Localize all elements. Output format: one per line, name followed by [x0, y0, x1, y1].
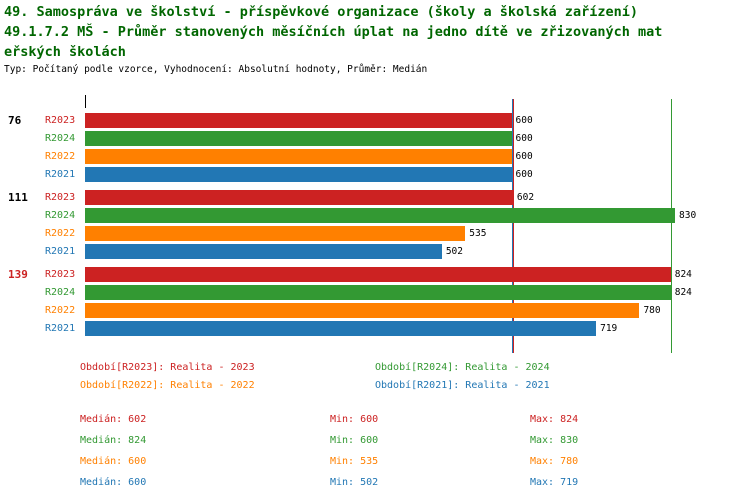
bar-group: 76 R2023 600 R2024 600 R2022 600 R2021 600	[0, 113, 750, 182]
bar-row: 139 R2023 824	[0, 267, 750, 282]
median-line-r2021	[511, 99, 513, 353]
group-label: 139	[8, 268, 28, 281]
series-label: R2024	[45, 210, 76, 221]
bar-row: R2024 830	[0, 208, 750, 223]
chart-title: 49. Samospráva ve školství - příspěvkové…	[4, 2, 662, 62]
bar-r2023	[85, 113, 512, 128]
bar-r2022	[85, 303, 640, 318]
series-label: R2021	[45, 169, 76, 180]
bar-value-label: 600	[515, 169, 533, 180]
bar-r2023	[85, 267, 671, 282]
legend-item: Období[R2024]: Realita - 2024	[375, 362, 550, 373]
bar-row: R2022 600	[0, 149, 750, 164]
title-line-2: 49.1.7.2 MŠ - Průměr stanovených měsíční…	[4, 24, 663, 40]
bar-row: 76 R2023 600	[0, 113, 750, 128]
series-label: R2023	[45, 269, 76, 280]
bar-r2021	[85, 167, 512, 182]
series-label: R2023	[45, 115, 76, 126]
stat-max: Max: 780	[530, 456, 579, 467]
bar-row: R2022 535	[0, 226, 750, 241]
bar-r2024	[85, 208, 675, 223]
stat-max: Max: 719	[530, 477, 579, 488]
bar-row: 111 R2023 602	[0, 190, 750, 205]
median-line-r2023	[512, 99, 514, 353]
bar-group: 111 R2023 602 R2024 830 R2022 535 R2021 502	[0, 190, 750, 259]
stat-min: Min: 600	[330, 435, 379, 446]
stat-median: Medián: 600	[80, 456, 147, 467]
legend: Období[R2023]: Realita - 2023 Období[R202…	[80, 362, 550, 392]
stat-median: Medián: 602	[80, 414, 147, 425]
y-axis-tick	[85, 95, 86, 108]
bar-value-label: 600	[515, 115, 533, 126]
bar-row: R2024 600	[0, 131, 750, 146]
stat-min: Min: 600	[330, 414, 379, 425]
stat-max: Max: 830	[530, 435, 579, 446]
bar-row: R2021 502	[0, 244, 750, 259]
median-lines	[0, 95, 750, 353]
bar-row: R2022 780	[0, 303, 750, 318]
series-label: R2021	[45, 246, 76, 257]
series-label: R2022	[45, 305, 76, 316]
bar-group: 139 R2023 824 R2024 824 R2022 780 R2021 719	[0, 267, 750, 336]
legend-item: Období[R2023]: Realita - 2023	[80, 362, 255, 373]
bar-value-label: 502	[445, 246, 463, 257]
chart-subtitle: Typ: Počítaný podle vzorce, Vyhodnocení:…	[4, 64, 428, 75]
bar-value-label: 830	[679, 210, 697, 221]
series-label: R2022	[45, 228, 76, 239]
stats-table: Medián: 602 Min: 600 Max: 824 Medián: 824 Mi…	[80, 414, 578, 489]
stat-max: Max: 824	[530, 414, 579, 425]
bar-r2024	[85, 285, 671, 300]
bar-value-label: 602	[516, 192, 535, 203]
bar-r2023	[85, 190, 513, 205]
stat-min: Min: 502	[330, 477, 379, 488]
bar-value-label: 600	[515, 151, 533, 162]
title-line-1: 49. Samospráva ve školství - příspěvkové…	[4, 4, 638, 20]
bar-row: R2021 600	[0, 167, 750, 182]
group-label: 111	[8, 191, 28, 204]
title-line-3: eřských školách	[4, 44, 126, 60]
bar-r2024	[85, 131, 512, 146]
stat-median: Medián: 600	[80, 477, 147, 488]
bar-chart: 76 R2023 600 R2024 600 R2022 600 R2021 600 111 R20…	[0, 95, 750, 353]
bar-value-label: 719	[600, 323, 618, 334]
bar-value-label: 824	[674, 269, 692, 280]
bar-r2022	[85, 149, 512, 164]
bar-r2021	[85, 321, 597, 336]
series-label: R2024	[45, 133, 76, 144]
bar-row: R2021 719	[0, 321, 750, 336]
bar-value-label: 824	[674, 287, 692, 298]
series-label: R2022	[45, 151, 76, 162]
series-label: R2024	[45, 287, 76, 298]
bar-r2021	[85, 244, 442, 259]
stat-min: Min: 535	[330, 456, 379, 467]
stat-median: Medián: 824	[80, 435, 147, 446]
series-label: R2023	[45, 192, 76, 203]
bar-value-label: 600	[515, 133, 533, 144]
series-label: R2021	[45, 323, 76, 334]
bar-value-label: 780	[643, 305, 661, 316]
bar-groups: 76 R2023 600 R2024 600 R2022 600 R2021 600 111 R20…	[0, 113, 750, 344]
group-label: 76	[8, 114, 22, 127]
legend-item: Období[R2022]: Realita - 2022	[80, 380, 255, 391]
legend-item: Období[R2021]: Realita - 2021	[375, 380, 550, 391]
bar-r2022	[85, 226, 466, 241]
median-line-r2024	[670, 99, 672, 353]
bar-row: R2024 824	[0, 285, 750, 300]
bar-value-label: 535	[469, 228, 487, 239]
